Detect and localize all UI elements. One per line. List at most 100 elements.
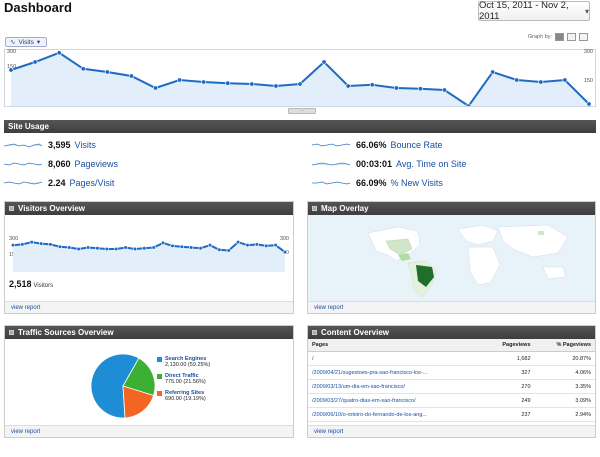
data-point[interactable] — [153, 85, 159, 91]
column-header[interactable]: Pageviews — [483, 339, 535, 352]
data-point[interactable] — [466, 103, 472, 106]
graph-by-week-button[interactable] — [567, 33, 576, 41]
data-point[interactable] — [123, 245, 128, 250]
date-range-picker[interactable]: Oct 15, 2011 - Nov 2, 2011 ▾ — [478, 0, 590, 22]
data-point[interactable] — [514, 77, 520, 83]
data-point[interactable] — [226, 248, 231, 253]
visits-chart[interactable]: 300 150 300 150 — [4, 49, 596, 107]
metric-label: Pageviews — [74, 159, 119, 169]
data-point[interactable] — [177, 77, 183, 83]
pie-slice[interactable] — [90, 353, 140, 419]
traffic-sources-panel: Traffic Sources Overview Search Engines 2… — [4, 325, 294, 438]
data-point[interactable] — [254, 242, 259, 247]
data-point[interactable] — [32, 59, 38, 65]
metric-selector[interactable]: ∿ Visits ▾ — [5, 37, 48, 47]
data-point[interactable] — [198, 246, 203, 251]
drag-handle-icon — [9, 206, 14, 211]
content-overview-header[interactable]: Content Overview — [308, 326, 595, 339]
data-point[interactable] — [249, 81, 255, 87]
data-point[interactable] — [76, 246, 81, 252]
data-point[interactable] — [104, 246, 109, 252]
data-point[interactable] — [170, 243, 175, 249]
data-point[interactable] — [273, 243, 278, 248]
traffic-pie-chart[interactable] — [83, 346, 163, 426]
data-point[interactable] — [562, 77, 568, 83]
page-link[interactable]: /2009/03/27/quatro-dias-em-sao-francisco… — [308, 393, 484, 408]
data-point[interactable] — [104, 69, 110, 75]
chart-resize-handle[interactable]: ⋯ — [288, 108, 316, 114]
metric-new-visits[interactable]: 66.09% % New Visits — [312, 175, 597, 191]
data-point[interactable] — [151, 245, 156, 250]
data-point[interactable] — [217, 247, 222, 252]
data-point[interactable] — [417, 86, 423, 92]
data-point[interactable] — [201, 79, 207, 85]
data-point[interactable] — [245, 243, 250, 248]
legend-name[interactable]: Referring Sites — [165, 390, 205, 396]
metric-pages-visit[interactable]: 2.24 Pages/Visit — [4, 175, 294, 191]
data-point[interactable] — [264, 243, 269, 249]
data-point[interactable] — [586, 101, 592, 106]
view-report-link[interactable]: view report — [308, 301, 595, 313]
data-point[interactable] — [142, 246, 147, 251]
data-point[interactable] — [297, 81, 303, 87]
data-point[interactable] — [20, 242, 25, 247]
column-header[interactable]: % Pageviews — [534, 339, 595, 352]
data-point[interactable] — [321, 59, 327, 65]
data-point[interactable] — [8, 67, 14, 73]
data-point[interactable] — [490, 69, 496, 75]
legend-detail: 690.00 (19.19%) — [165, 396, 206, 402]
data-point[interactable] — [189, 245, 194, 250]
data-point[interactable] — [160, 240, 166, 245]
graph-by-day-button[interactable] — [555, 33, 564, 41]
graph-by-month-button[interactable] — [579, 33, 588, 41]
data-point[interactable] — [67, 245, 72, 250]
view-report-link[interactable]: view report — [308, 425, 595, 437]
data-point[interactable] — [10, 243, 16, 248]
pie-slice[interactable] — [122, 357, 156, 397]
page-link[interactable]: / — [308, 351, 484, 366]
visitors-overview-header[interactable]: Visitors Overview — [5, 202, 293, 215]
page-link[interactable]: /2009/06/10/o-roteiro-do-fernando-de-los… — [308, 407, 484, 422]
data-point[interactable] — [48, 242, 53, 247]
data-point[interactable] — [345, 83, 351, 89]
data-point[interactable] — [393, 85, 399, 91]
data-point[interactable] — [441, 87, 447, 93]
data-point[interactable] — [128, 73, 134, 79]
data-point[interactable] — [369, 82, 375, 88]
data-point[interactable] — [225, 80, 231, 86]
view-report-link[interactable]: view report — [5, 301, 293, 313]
data-point[interactable] — [282, 249, 288, 255]
visitors-chart[interactable]: 300 150 300 150 — [7, 230, 291, 274]
page-link[interactable]: /2009/04/21/sugestoes-pra-sao-francisco-… — [308, 365, 484, 380]
data-point[interactable] — [273, 83, 279, 89]
data-point[interactable] — [29, 239, 34, 245]
data-point[interactable] — [85, 245, 91, 250]
data-point[interactable] — [236, 239, 241, 245]
metric-pageviews[interactable]: 8,060 Pageviews — [4, 156, 294, 172]
data-point[interactable] — [39, 241, 44, 246]
legend-name[interactable]: Direct Traffic — [165, 373, 199, 379]
data-point[interactable] — [57, 244, 62, 249]
data-point[interactable] — [538, 79, 544, 85]
legend-swatch — [157, 391, 162, 396]
pie-slice[interactable] — [122, 385, 155, 419]
data-point[interactable] — [56, 50, 62, 56]
column-header[interactable]: Pages — [308, 339, 484, 352]
data-point[interactable] — [80, 66, 86, 72]
traffic-sources-header[interactable]: Traffic Sources Overview — [5, 326, 293, 339]
date-range-label: Oct 15, 2011 - Nov 2, 2011 — [479, 0, 569, 22]
data-point[interactable] — [114, 246, 119, 252]
data-point[interactable] — [95, 246, 100, 251]
data-point[interactable] — [132, 246, 138, 252]
page-link[interactable]: /2009/03/13/um-dia-em-sao-francisco/ — [308, 379, 484, 394]
metric-label: Pages/Visit — [69, 178, 115, 188]
legend-name[interactable]: Search Engines — [165, 356, 207, 362]
map-overlay-header[interactable]: Map Overlay — [308, 202, 595, 215]
view-report-link[interactable]: view report — [5, 425, 293, 437]
metric-visits[interactable]: 3,595 Visits — [4, 137, 294, 153]
world-map[interactable] — [308, 215, 595, 301]
data-point[interactable] — [207, 243, 213, 248]
metric-avg-time[interactable]: 00:03:01 Avg. Time on Site — [312, 156, 597, 172]
data-point[interactable] — [179, 244, 184, 249]
metric-bounce-rate[interactable]: 66.06% Bounce Rate — [312, 137, 597, 153]
